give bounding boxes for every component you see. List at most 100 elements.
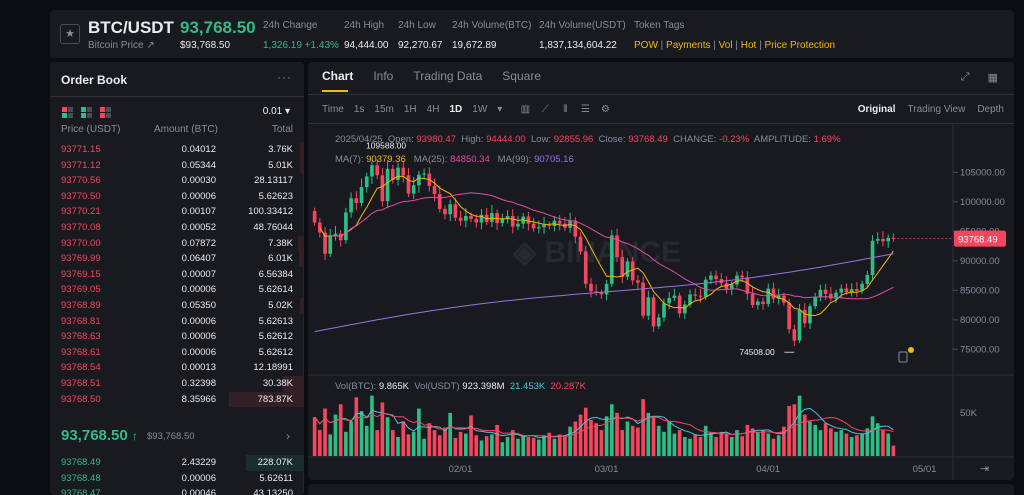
interval-time[interactable]: Time xyxy=(322,104,344,115)
candle-body xyxy=(625,261,630,277)
depth-bar xyxy=(303,173,304,189)
view-original[interactable]: Original xyxy=(857,104,896,115)
bid-row[interactable]: 93768.48 0.00006 5.62611 xyxy=(50,470,304,487)
ask-row[interactable]: 93768.63 0.00006 5.62612 xyxy=(50,329,304,345)
volume-bar xyxy=(443,427,447,456)
depth-bar xyxy=(303,360,304,376)
grid-layout-icon[interactable]: ▦ xyxy=(987,72,998,84)
tab-info[interactable]: Info xyxy=(373,69,394,83)
volume-bar xyxy=(568,426,572,456)
bid-amount: 0.00006 xyxy=(181,472,216,484)
tag-payments[interactable]: Payments xyxy=(666,40,711,51)
asks-only-view-icon[interactable] xyxy=(100,107,111,118)
ask-row[interactable]: 93770.00 0.07872 7.38K xyxy=(50,235,304,252)
volume-bar xyxy=(521,435,526,456)
both-sides-view-icon[interactable] xyxy=(62,107,73,118)
depth-bar xyxy=(298,251,304,267)
tag-price-protection[interactable]: Price Protection xyxy=(764,40,836,51)
volume-bar xyxy=(860,433,864,456)
tag-hot[interactable]: Hot xyxy=(740,40,757,51)
ask-row[interactable]: 93771.15 0.04012 3.76K xyxy=(50,142,304,158)
tab-square[interactable]: Square xyxy=(502,69,541,83)
interval-1h[interactable]: 1H xyxy=(403,104,417,115)
chevron-right-icon[interactable]: › xyxy=(286,429,290,443)
ask-row[interactable]: 93769.99 0.06407 6.01K xyxy=(50,251,304,267)
ask-row[interactable]: 93770.08 0.00052 48.76044 xyxy=(50,220,304,236)
ask-row[interactable]: 93770.56 0.00030 28.13117 xyxy=(50,173,304,189)
ask-row[interactable]: 93770.21 0.00107 100.33412 xyxy=(50,204,304,220)
tab-trading-data[interactable]: Trading Data xyxy=(413,69,483,83)
expand-icon[interactable]: ⤢ xyxy=(960,71,970,83)
interval-1w[interactable]: 1W xyxy=(472,104,488,115)
gear-icon[interactable]: ⚙ xyxy=(600,104,610,115)
star-icon[interactable]: ★ xyxy=(60,24,80,44)
candle-body xyxy=(469,215,473,219)
interval-15m[interactable]: 15m xyxy=(374,104,394,115)
candle-body xyxy=(813,296,818,307)
volume-bar xyxy=(594,423,599,456)
candle-body xyxy=(453,204,458,218)
last-price-usd: $93,768.50 xyxy=(180,40,231,51)
volume-ma-pink xyxy=(314,412,894,438)
candle-body xyxy=(828,293,833,299)
interval-4h[interactable]: 4H xyxy=(426,104,440,115)
volume-bar xyxy=(709,432,713,456)
settings-list-icon[interactable]: ☰ xyxy=(580,104,590,115)
more-options-icon[interactable]: ··· xyxy=(277,70,292,84)
bid-price: 93768.49 xyxy=(61,457,101,468)
tab-chart[interactable]: Chart xyxy=(322,69,354,83)
candle-body xyxy=(750,293,755,306)
volume-bar xyxy=(651,416,656,456)
ask-price: 93769.15 xyxy=(61,268,101,280)
candle-type-icon[interactable]: ⫴ xyxy=(563,104,568,115)
interval-1s[interactable]: 1s xyxy=(353,104,365,115)
bid-row[interactable]: 93768.47 0.00046 43.13250 xyxy=(50,486,304,495)
interval-1d[interactable]: 1D xyxy=(449,104,463,115)
view-trading-view[interactable]: Trading View xyxy=(907,104,966,115)
precision-select[interactable]: 0.01 ▾ xyxy=(262,106,290,117)
candle-body xyxy=(479,214,484,223)
bids-only-view-icon[interactable] xyxy=(81,107,92,118)
volume-bar xyxy=(453,437,458,456)
current-price-tag: 93768.49 xyxy=(958,235,998,246)
x-tick-label: 05/01 xyxy=(913,464,937,475)
ask-row[interactable]: 93768.51 0.32398 30.38K xyxy=(50,376,304,392)
tag-vol[interactable]: Vol xyxy=(718,40,733,51)
calendar-icon[interactable]: ▥ xyxy=(520,104,531,115)
ask-row[interactable]: 93768.61 0.00006 5.62612 xyxy=(50,344,304,361)
ask-row[interactable]: 93768.54 0.00013 12.18991 xyxy=(50,360,304,376)
view-depth[interactable]: Depth xyxy=(977,104,1004,115)
header-amount: Amount (BTC) xyxy=(154,124,218,135)
symbol-subtitle-link[interactable]: Bitcoin Price ↗ xyxy=(88,40,155,51)
symbol-title[interactable]: BTC/USDT xyxy=(88,18,174,37)
ask-row[interactable]: 93769.15 0.00007 6.56384 xyxy=(50,266,304,283)
ask-row[interactable]: 93768.50 8.35966 783.87K xyxy=(50,391,304,408)
volume-bar xyxy=(724,433,729,456)
y-tick-label: 105000.00 xyxy=(960,167,1005,178)
candle-body xyxy=(375,165,380,176)
volume-bar xyxy=(792,404,797,456)
interval-more-icon[interactable]: ▾ xyxy=(497,104,503,115)
ask-row[interactable]: 93768.81 0.00006 5.62613 xyxy=(50,313,304,330)
stat-value: 1,326.19 +1.43% xyxy=(263,40,339,51)
x-tick-label: 03/01 xyxy=(595,464,619,475)
depth-bar xyxy=(300,142,304,158)
volume-bar xyxy=(411,431,416,456)
ask-row[interactable]: 93769.05 0.00006 5.62614 xyxy=(50,282,304,298)
token-tags-label: Token Tags xyxy=(634,20,685,31)
candlestick-chart[interactable]: 105000.00100000.0095000.0090000.0085000.… xyxy=(308,62,1014,480)
volume-bar xyxy=(344,431,348,456)
ask-price: 93770.56 xyxy=(61,175,101,187)
ask-row[interactable]: 93768.89 0.05350 5.02K xyxy=(50,298,304,314)
tag-pow[interactable]: POW xyxy=(634,40,658,51)
ask-row[interactable]: 93770.50 0.00006 5.62623 xyxy=(50,188,304,205)
ask-amount: 0.00013 xyxy=(181,362,216,374)
volume-bar xyxy=(333,414,338,456)
ohlc-high: 94444.00 xyxy=(486,134,526,145)
indicator-icon[interactable]: ⟋ xyxy=(541,104,549,115)
candle-body xyxy=(312,211,317,223)
bid-row[interactable]: 93768.49 2.43229 228.07K xyxy=(50,455,304,471)
volume-bar xyxy=(536,439,541,456)
ask-row[interactable]: 93771.12 0.05344 5.01K xyxy=(50,157,304,174)
mid-price[interactable]: 93,768.50 ↑ xyxy=(61,427,138,444)
